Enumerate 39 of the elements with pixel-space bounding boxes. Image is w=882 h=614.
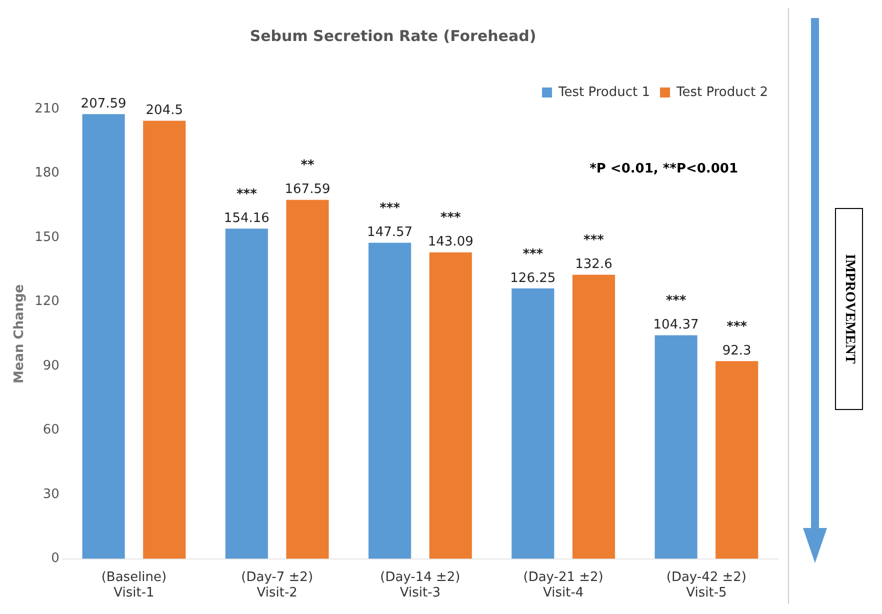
data-label: *** 104.37 xyxy=(653,294,699,333)
data-label: 204.5 xyxy=(146,103,183,118)
x-tick-label: (Day-21 ±2) Visit-4 xyxy=(523,570,604,601)
bar xyxy=(654,335,698,559)
data-label: ** 167.59 xyxy=(284,158,330,198)
y-tick-label: 90 xyxy=(42,358,60,374)
data-label: 207.59 xyxy=(80,96,126,112)
y-tick-label: 60 xyxy=(42,422,60,438)
text: IMPROVEMENT xyxy=(841,254,857,364)
bar xyxy=(368,242,412,559)
y-tick-label: 180 xyxy=(34,166,60,181)
data-label: *** 147.57 xyxy=(367,201,413,240)
data-label: *** 132.6 xyxy=(575,233,612,272)
y-tick-label: 210 xyxy=(34,101,60,116)
legend-label: Test Product 2 xyxy=(676,84,768,100)
y-tick-label: 30 xyxy=(42,486,60,502)
bar xyxy=(716,361,758,559)
legend-label: Test Product 1 xyxy=(558,84,650,100)
bar xyxy=(82,114,125,559)
x-tick-label: (Day-14 ±2) Visit-3 xyxy=(380,570,460,601)
y-tick-label: 150 xyxy=(34,230,60,245)
bar xyxy=(429,252,472,559)
bar xyxy=(512,288,554,559)
data-label: *** 154.16 xyxy=(224,186,270,226)
annotation: *P <0.01, **P<0.001 xyxy=(590,161,738,176)
y-axis-title: Mean Change xyxy=(12,284,28,384)
data-label: *** 92.3 xyxy=(722,319,752,358)
bar xyxy=(225,228,268,559)
bar xyxy=(572,274,616,559)
y-tick-label: 0 xyxy=(51,551,60,566)
bar xyxy=(143,120,186,559)
chart-title: Sebum Secretion Rate (Forehead) xyxy=(250,26,536,45)
y-tick-label: 120 xyxy=(34,294,60,310)
x-tick-label: (Baseline) Visit-1 xyxy=(101,570,167,601)
data-label: *** 126.25 xyxy=(510,246,556,286)
data-label: *** 143.09 xyxy=(428,210,474,250)
x-tick-label: (Day-7 ±2) Visit-2 xyxy=(241,570,314,601)
x-tick-label: (Day-42 ±2) Visit-5 xyxy=(666,570,747,601)
bar xyxy=(286,200,329,559)
